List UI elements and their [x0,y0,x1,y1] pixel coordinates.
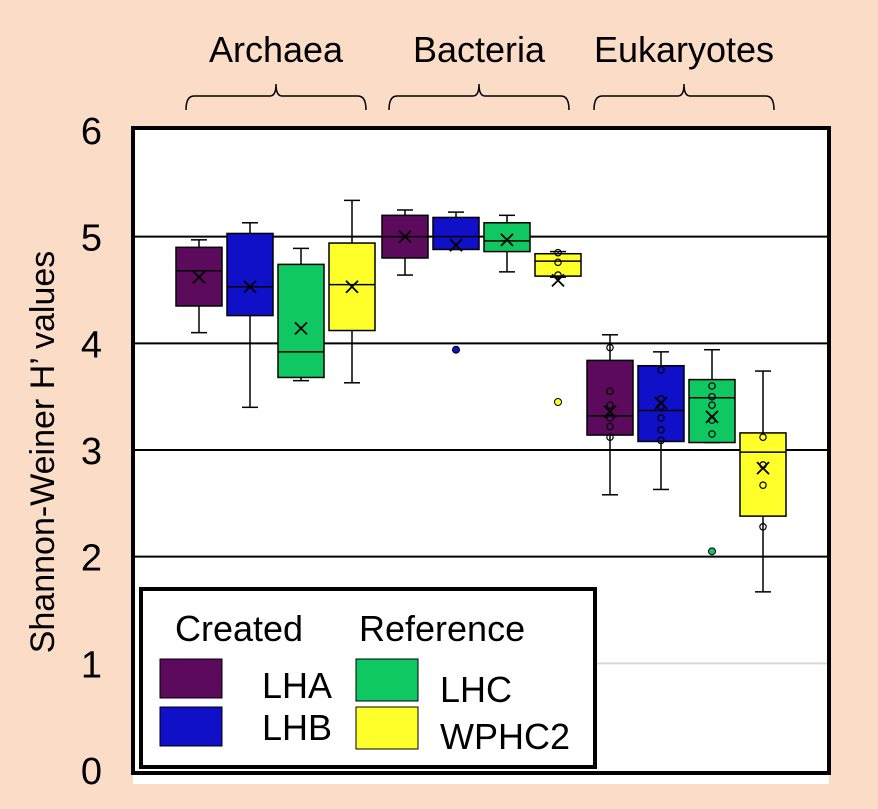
group-label: Bacteria [413,29,546,70]
grid [133,235,829,665]
box-eukaryotes-lhb [637,351,685,491]
box-archaea-lhb [226,222,274,409]
box-eukaryotes-lhc [688,348,736,556]
box-body [739,432,787,517]
group-label: Eukaryotes [594,29,774,70]
y-tick-label: 1 [81,644,102,686]
group-brace [388,83,570,111]
legend-swatch-lhb [159,706,223,747]
legend-swatch-lhc [355,658,419,702]
data-point [657,414,665,422]
legend-label-lhb: LHB [262,707,332,748]
mean-marker [294,321,308,336]
data-point [554,271,562,279]
box-body [586,359,634,436]
legend-header-reference: Reference [359,608,525,649]
legend-swatch-lha [159,658,223,699]
data-point [759,522,767,531]
data-point [606,387,614,396]
box-bacteria-lhb [432,211,480,354]
boxes [175,199,787,593]
box-bacteria-lhc [483,214,531,273]
mean-marker [551,273,565,288]
plot-border [131,126,831,775]
box-archaea-wphc2 [328,199,376,384]
y-tick-label: 2 [81,538,102,580]
outlier-point [708,547,716,556]
legend: Created Reference LHA LHB LHC WPHC2 [139,587,597,769]
group-brace [593,83,775,111]
mean-marker [756,461,770,475]
box-bacteria-wphc2 [534,248,582,406]
box-bacteria-lha [381,209,429,276]
data-point [606,414,614,422]
mean-marker [192,270,206,284]
data-point [657,436,665,445]
data-point [708,382,716,390]
y-tick-label: 5 [81,218,102,260]
y-tick-label: 0 [81,751,102,793]
data-point [606,433,614,441]
box-body [688,378,736,444]
mean-marker [705,410,719,424]
box-body [277,263,325,379]
data-point [657,425,665,434]
data-point [606,401,614,409]
legend-label-lhc: LHC [440,669,512,710]
y-tick-label: 6 [81,111,102,153]
data-point [759,433,767,441]
box-body [226,232,274,317]
data-point [708,430,716,438]
group-label: Archaea [209,29,344,70]
legend-label-lha: LHA [262,665,332,706]
box-eukaryotes-lha [586,334,634,496]
mean-marker [345,280,359,294]
box-body [637,364,685,443]
mean-marker [449,238,463,252]
data-point [554,258,562,267]
group-labels: Archaea Bacteria Eukaryotes [185,29,775,111]
data-point [606,422,614,431]
box-archaea-lha [175,239,223,334]
mean-marker [398,230,412,244]
outlier-point [554,397,562,406]
mean-marker [243,280,257,294]
box-eukaryotes-wphc2 [739,370,787,593]
legend-header-created: Created [175,608,303,649]
data-point [708,392,716,401]
group-brace [185,83,367,111]
data-point [759,481,767,489]
outlier-point [452,345,460,354]
data-point [606,343,614,352]
y-axis-label: Shannon-Weiner H’ values [24,251,62,654]
box-archaea-lhc [277,247,325,382]
data-point [554,248,562,257]
data-point [708,401,716,409]
y-tick-label: 3 [81,431,102,473]
mean-marker [603,404,617,419]
y-tick-label: 4 [81,324,102,366]
mean-marker [654,396,668,410]
mean-marker [500,233,514,247]
box-body [483,222,531,253]
data-point [657,366,665,374]
legend-swatch-wphc2 [355,706,419,750]
legend-label-wphc2: WPHC2 [440,716,570,757]
y-axis-ticks: 0 1 2 3 4 5 6 [81,111,102,793]
